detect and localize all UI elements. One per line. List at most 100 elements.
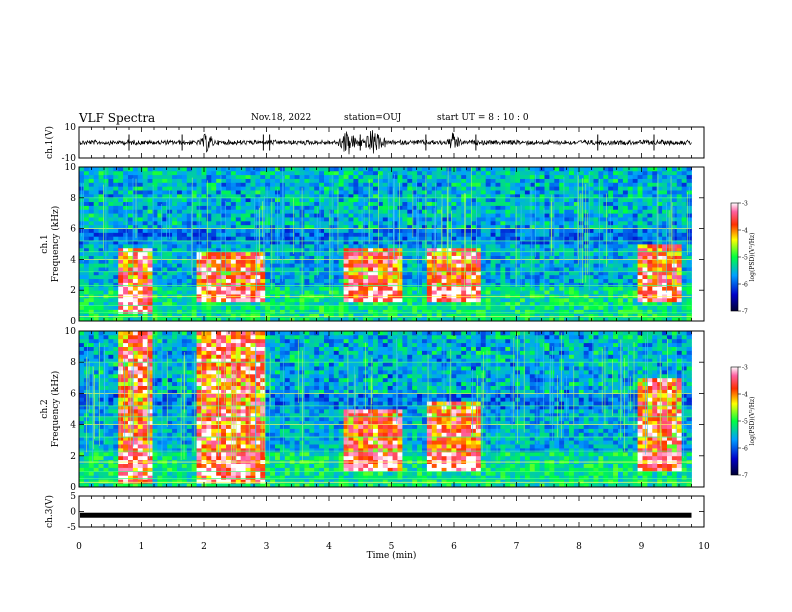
spectrogram-cell [284, 282, 291, 287]
spectrogram-cell [83, 267, 90, 272]
spectrogram-cell [569, 297, 575, 303]
spectrogram-cell [108, 201, 114, 206]
spectrogram-cell [333, 282, 340, 287]
spectrogram-cell [343, 178, 349, 183]
spectrogram-cell [250, 282, 256, 287]
spectrogram-cell [211, 247, 217, 253]
spectrogram-cell [608, 274, 614, 280]
spectrogram-cell [245, 313, 251, 318]
spectrogram-cell [456, 297, 462, 303]
spectrogram-cell [319, 278, 325, 283]
spectrogram-cell [471, 186, 477, 191]
spectrogram-cell [142, 286, 148, 291]
spectrogram-cell [377, 317, 384, 322]
spectrogram-cell [436, 267, 442, 272]
spectrogram-cell [534, 259, 540, 264]
spectrogram-cell [422, 170, 428, 176]
spectrogram-cell [319, 282, 325, 287]
spectrogram-cell [358, 217, 364, 222]
spectrogram-cell [88, 213, 95, 218]
spectrogram-cell [123, 267, 129, 272]
spectrogram-cell [221, 190, 227, 195]
spectrogram-cell [652, 251, 658, 256]
spectrogram-cell [98, 224, 104, 229]
spectrogram-cell [622, 205, 629, 210]
spectrogram-cell [402, 193, 408, 199]
spectrogram-cell [471, 201, 477, 206]
spectrogram-cell [328, 247, 335, 253]
spectrogram-cell [319, 217, 325, 222]
spectrogram-cell [328, 236, 335, 241]
spectrogram-cell [657, 274, 663, 280]
spectrogram-cell [137, 309, 144, 314]
spectrogram-cell [559, 186, 565, 191]
spectrogram-cell [123, 274, 129, 280]
spectrogram-cell [471, 182, 477, 187]
spectrogram-cell [358, 240, 364, 245]
spectrogram-cell [265, 213, 271, 218]
spectrogram-cell [618, 224, 624, 229]
spectrogram-cell [554, 217, 560, 222]
spectrogram-cell [667, 305, 673, 310]
spectrogram-cell [505, 305, 511, 310]
spectrogram-cell [446, 182, 452, 187]
spectrogram-cell [475, 224, 482, 229]
spectrogram-cell [162, 236, 168, 241]
spectrogram-cell [652, 217, 658, 222]
spectrogram-cell [588, 270, 594, 276]
spectrogram-cell [137, 263, 144, 268]
spectrogram-cell [294, 309, 300, 314]
spectrogram-cell [495, 255, 501, 260]
spectrogram-cell [343, 247, 349, 253]
spectrogram-cell [123, 305, 129, 310]
spectrogram-cell [441, 205, 447, 210]
spectrogram-cell [657, 224, 663, 229]
spectrogram-cell [598, 301, 604, 306]
spectrogram-cell [230, 255, 237, 260]
spectrogram-cell [333, 186, 340, 191]
spectrogram-cell [510, 259, 516, 264]
spectrogram-cell [294, 220, 300, 226]
spectrogram-cell [294, 267, 300, 272]
spectrogram-cell [534, 224, 540, 229]
spectrogram-cell [123, 190, 129, 195]
spectrogram-cell [603, 259, 609, 264]
spectrogram-cell [671, 236, 678, 241]
spectrogram-cell [397, 197, 403, 203]
spectrogram-cell [373, 209, 379, 214]
spectrogram-cell [314, 244, 320, 249]
spectrogram-cell [221, 205, 227, 210]
spectrogram-cell [348, 263, 354, 268]
spectrogram-cell [441, 182, 447, 187]
spectrogram-cell [79, 178, 85, 183]
spectrogram-cell [407, 217, 413, 222]
spectrogram-cell [637, 209, 643, 214]
spectrogram-cell [177, 263, 183, 268]
spectrogram-cell [510, 213, 516, 218]
spectrogram-cell [221, 317, 227, 322]
spectrogram-cell [309, 190, 315, 195]
spectrogram-cell [279, 317, 286, 322]
spectrogram-cell [515, 182, 521, 187]
spectrogram-cell [647, 217, 653, 222]
spectrogram-cell [343, 236, 349, 241]
spectrogram-cell [515, 224, 521, 229]
spectrogram-cell [343, 190, 349, 195]
spectrogram-cell [397, 228, 403, 233]
spectrogram-cell [284, 270, 291, 276]
spectrogram-cell [431, 174, 438, 179]
spectrogram-cell [128, 174, 134, 179]
spectrogram-cell [186, 228, 193, 233]
spectrogram-cell [152, 232, 158, 237]
spectrogram-cell [544, 174, 550, 179]
spectrogram-cell [132, 290, 139, 295]
spectrogram-cell [544, 224, 550, 229]
spectrogram-cell [637, 297, 643, 303]
spectrogram-cell [657, 267, 663, 272]
spectrogram-cell [358, 313, 364, 318]
spectrogram-cell [113, 247, 119, 253]
spectrogram-cell [662, 213, 668, 218]
spectrogram-cell [245, 217, 251, 222]
spectrogram-cell [142, 282, 148, 287]
spectrogram-cell [436, 270, 442, 276]
